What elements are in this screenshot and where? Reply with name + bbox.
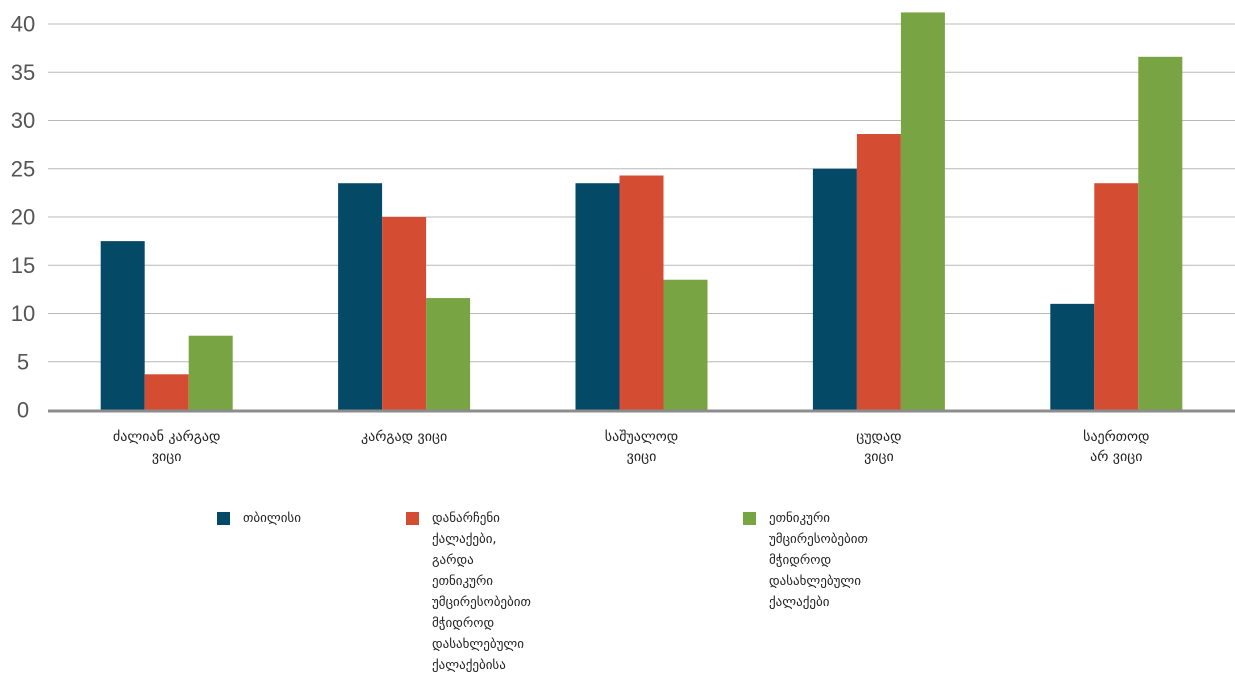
- bar: [813, 169, 857, 410]
- legend-swatch-minority-cities: [743, 512, 756, 525]
- bar: [620, 176, 664, 410]
- x-tick-label: საშუალოდ ვიცი: [605, 429, 678, 465]
- y-tick-label: 30: [11, 108, 35, 133]
- bar: [1094, 183, 1138, 410]
- y-tick-label: 5: [17, 349, 29, 374]
- bar: [382, 217, 426, 410]
- x-tick-label: ცუდად ვიცი: [856, 429, 901, 465]
- x-tick-label: ძალიან კარგად ვიცი: [113, 428, 221, 465]
- bar: [576, 183, 620, 410]
- bar: [901, 12, 945, 410]
- y-tick-label: 15: [11, 253, 35, 278]
- legend-label-tbilisi: თბილისი: [243, 508, 301, 529]
- x-tick-label: კარგად ვიცი: [361, 428, 447, 445]
- y-tick-label: 0: [17, 398, 29, 423]
- y-tick-label: 40: [11, 12, 35, 37]
- bar: [338, 183, 382, 410]
- bar: [426, 298, 470, 410]
- y-tick-label: 25: [11, 156, 35, 181]
- y-tick-label: 35: [11, 60, 35, 85]
- y-axis-tick-labels: 0 5 10 15 20 25 30 35 40: [11, 12, 35, 423]
- legend-label-other-cities: დანარჩენი ქალაქები, გარდა ეთნიკური უმცირ…: [432, 508, 531, 676]
- legend-swatch-other-cities: [406, 512, 419, 525]
- y-tick-label: 10: [11, 301, 35, 326]
- legend-swatch-tbilisi: [217, 512, 230, 525]
- bar: [101, 241, 145, 410]
- bar: [189, 336, 233, 410]
- y-tick-label: 20: [11, 205, 35, 230]
- bar: [1138, 57, 1182, 410]
- bar: [857, 134, 901, 410]
- x-axis-category-labels: ძალიან კარგად ვიცი კარგად ვიცი საშუალოდ ვიცი…: [113, 428, 1150, 465]
- bar: [664, 280, 708, 410]
- bar-chart: 0 5 10 15 20 25 30 35 40 ძალიან კარგად ვიცი კარგად…: [0, 0, 1235, 574]
- x-tick-label: საერთოდ არ ვიცი: [1083, 428, 1149, 465]
- bar: [145, 374, 189, 410]
- legend-label-minority-cities: ეთნიკური უმცირესობებით მჭიდროდ დასახლებუ…: [769, 508, 868, 613]
- bar: [1050, 304, 1094, 410]
